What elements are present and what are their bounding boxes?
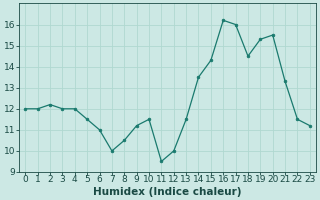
X-axis label: Humidex (Indice chaleur): Humidex (Indice chaleur) (93, 187, 242, 197)
